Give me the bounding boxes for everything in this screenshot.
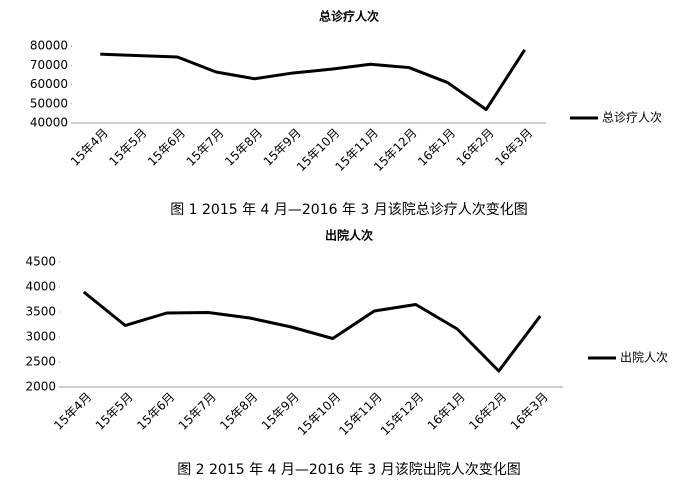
x-tick-label: 16年1月: [425, 390, 468, 433]
line: [100, 49, 526, 112]
x-tick-label: 15年9月: [259, 390, 302, 433]
y-tick-label: 40000: [30, 116, 68, 130]
x-tick-label: 15年6月: [145, 126, 188, 169]
x-tick-label: 15年7月: [184, 126, 227, 169]
x-tick-label: 15年10月: [295, 390, 343, 438]
x-tick-label: 16年3月: [508, 390, 551, 433]
x-tick-label: 15年5月: [106, 126, 149, 169]
x-tick-label: 15年11月: [336, 390, 384, 438]
y-tick-label: 2000: [25, 380, 56, 394]
chart-title: 出院人次: [325, 228, 373, 243]
x-tick-label: 16年3月: [492, 126, 535, 169]
y-tick-label: 80000: [30, 39, 68, 53]
caption: 图 2 2015 年 4 月—2016 年 3 月该院出院人次变化图: [177, 462, 521, 478]
x-tick-label: 15年4月: [68, 126, 111, 169]
x-tick-label: 15年4月: [51, 390, 94, 433]
y-tick-label: 4000: [25, 280, 56, 294]
x-tick-label: 15年5月: [93, 390, 136, 433]
x-tick-label: 15年7月: [176, 390, 219, 433]
y-tick-label: 70000: [30, 58, 68, 72]
legend-label: 出院人次: [620, 351, 668, 365]
y-tick-label: 3000: [25, 330, 56, 344]
x-tick-label: 15年8月: [217, 390, 260, 433]
x-tick-label: 15年12月: [371, 126, 419, 174]
y-tick-label: 4500: [25, 255, 56, 269]
y-tick-label: 2500: [25, 355, 56, 369]
y-tick-label: 50000: [30, 96, 68, 110]
y-tick-label: 60000: [30, 77, 68, 91]
x-tick-label: 15年8月: [222, 126, 265, 169]
chart-title: 总诊疗人次: [319, 9, 379, 24]
x-tick-label: 16年2月: [466, 390, 509, 433]
x-tick-label: 16年1月: [415, 126, 458, 169]
x-tick-label: 16年2月: [454, 126, 497, 169]
legend-label: 总诊疗人次: [602, 111, 662, 125]
x-tick-label: 15年6月: [134, 390, 177, 433]
caption: 图 1 2015 年 4 月—2016 年 3 月该院总诊疗人次变化图: [170, 202, 528, 218]
line: [82, 290, 542, 373]
x-tick-label: 15年12月: [378, 390, 426, 438]
y-tick-label: 3500: [25, 305, 56, 319]
